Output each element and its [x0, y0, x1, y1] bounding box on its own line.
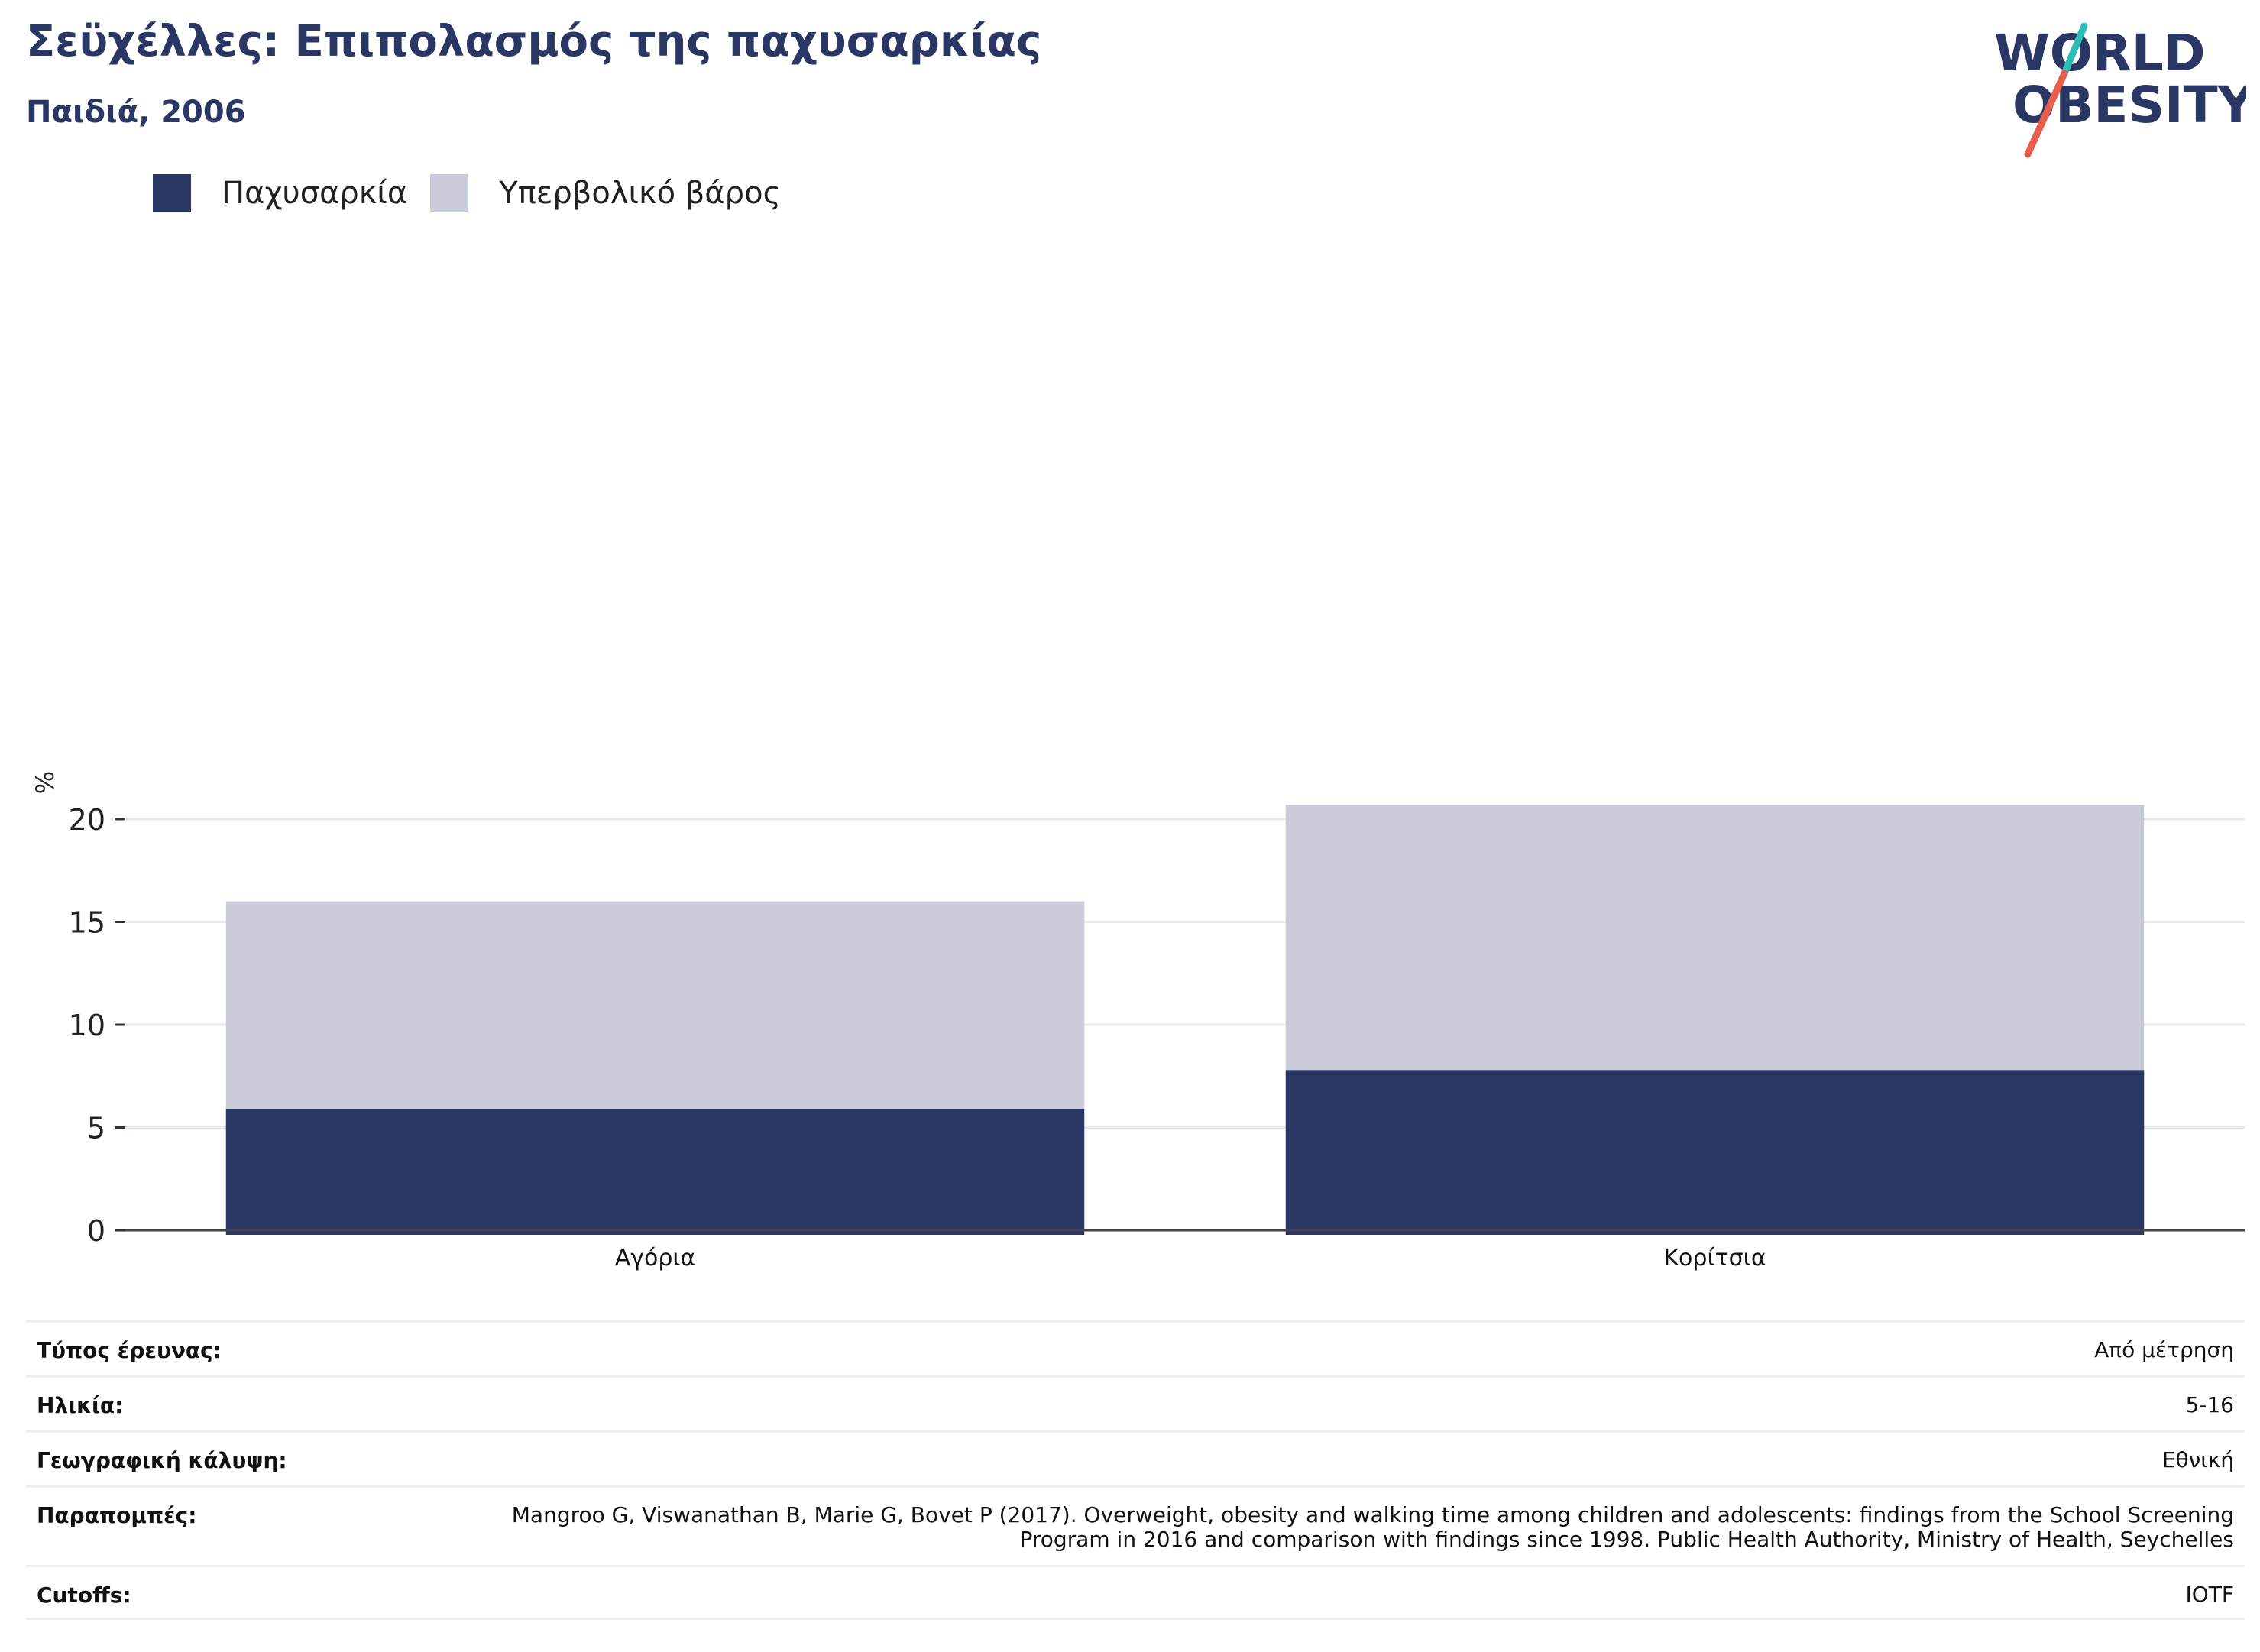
logo-word-1: WORLD: [1994, 24, 2206, 83]
metadata-table: Τύπος έρευνας: Από μέτρηση Ηλικία: 5-16 …: [26, 1320, 2245, 1620]
meta-key: Τύπος έρευνας:: [37, 1338, 222, 1363]
x-tick-label: Αγόρια: [615, 1245, 696, 1271]
meta-value: 5-16: [2185, 1392, 2234, 1417]
meta-key: Ηλικία:: [37, 1393, 124, 1418]
bar-obesity-0: [225, 1109, 1085, 1235]
meta-key: Παραπομπές:: [37, 1503, 197, 1528]
legend-label-obesity: Παχυσαρκία: [222, 176, 408, 211]
bar-overweight-0: [225, 901, 1085, 1109]
bar-chart: 0 5 10 15 20% Αγόρια Κορίτσια: [31, 771, 2245, 1271]
chart-subtitle: Παιδιά, 2006: [26, 95, 246, 130]
y-tick-label: 15: [69, 906, 105, 940]
meta-value: Από μέτρηση: [2094, 1337, 2234, 1362]
meta-key: Cutoffs:: [37, 1582, 131, 1608]
bar-obesity-1: [1285, 1070, 2145, 1235]
legend-swatch-obesity: [153, 174, 191, 212]
legend-swatch-overweight: [430, 174, 469, 212]
y-tick-label: 5: [87, 1112, 105, 1145]
y-tick-label: 20: [69, 803, 105, 837]
x-tick-label: Κορίτσια: [1663, 1245, 1766, 1271]
y-tick-label: 10: [69, 1009, 105, 1042]
meta-value: Εθνική: [2161, 1447, 2234, 1472]
y-axis-label: %: [31, 771, 60, 794]
legend-label-overweight: Υπερβολικό βάρος: [499, 176, 782, 211]
meta-row-cutoffs: Cutoffs: IOTF: [26, 1565, 2245, 1620]
legend-item-overweight[interactable]: Υπερβολικό βάρος: [430, 174, 781, 212]
y-tick-label: 0: [87, 1214, 105, 1248]
meta-key: Γεωγραφική κάλυψη:: [37, 1448, 287, 1473]
chart-title: Σεϋχέλλες: Επιπολασμός της παχυσαρκίας: [26, 17, 1042, 66]
meta-row-coverage: Γεωγραφική κάλυψη: Εθνική: [26, 1430, 2245, 1485]
legend-item-obesity[interactable]: Παχυσαρκία: [153, 174, 407, 212]
logo-slash-bottom: [2024, 70, 2068, 158]
world-obesity-logo: WORLD OBESITY: [1994, 23, 2246, 158]
chart-legend: Παχυσαρκία Υπερβολικό βάρος: [153, 174, 804, 212]
bar-overweight-1: [1285, 805, 2145, 1071]
meta-value: Mangroo G, Viswanathan B, Marie G, Bovet…: [511, 1502, 2234, 1552]
meta-value: IOTF: [2185, 1582, 2234, 1607]
logo-slash-top: [2061, 23, 2088, 77]
meta-row-age: Ηλικία: 5-16: [26, 1375, 2245, 1430]
meta-row-references: Παραπομπές: Mangroo G, Viswanathan B, Ma…: [26, 1485, 2245, 1565]
meta-row-survey-type: Τύπος έρευνας: Από μέτρηση: [26, 1320, 2245, 1375]
